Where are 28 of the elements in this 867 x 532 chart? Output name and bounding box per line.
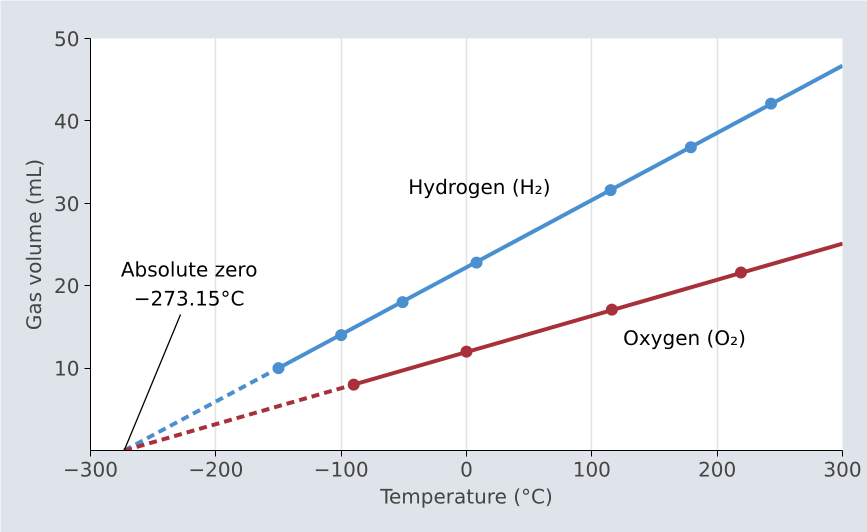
annotation: Absolute zero −273.15°C bbox=[120, 258, 258, 310]
series-label: Hydrogen (H₂) bbox=[408, 174, 551, 199]
point bbox=[470, 256, 483, 269]
point bbox=[684, 141, 697, 154]
y-axis-title: Gas volume (mL) bbox=[22, 158, 46, 330]
x-tick-label: −100 bbox=[314, 458, 369, 482]
point bbox=[335, 329, 348, 342]
y-tick-label: 20 bbox=[54, 274, 80, 298]
x-tick-label: 100 bbox=[572, 458, 611, 482]
point bbox=[460, 346, 472, 358]
point bbox=[348, 378, 360, 391]
x-axis-title: Temperature (°C) bbox=[379, 484, 553, 508]
y-tick-label: 40 bbox=[54, 109, 80, 134]
y-tick-label: 50 bbox=[54, 27, 80, 51]
y-tick-label: 10 bbox=[54, 356, 80, 381]
x-tick-label: 300 bbox=[823, 458, 862, 482]
x-tick-label: −200 bbox=[188, 458, 244, 482]
point bbox=[734, 266, 747, 279]
y-tick-label: 30 bbox=[54, 192, 80, 216]
point bbox=[396, 296, 409, 308]
point bbox=[604, 184, 617, 196]
point bbox=[765, 98, 778, 110]
x-tick-label: 200 bbox=[698, 458, 736, 482]
series-label: Oxygen (O₂) bbox=[623, 326, 746, 350]
x-tick-label: 0 bbox=[460, 458, 473, 482]
point bbox=[606, 304, 618, 316]
point bbox=[272, 362, 284, 374]
x-tick-label: −300 bbox=[63, 458, 118, 482]
